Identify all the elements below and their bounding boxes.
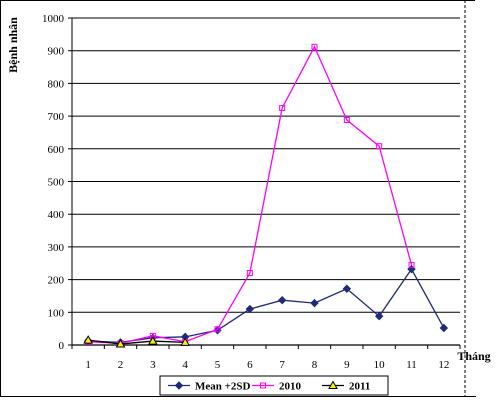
y-tick-label: 600 [48,144,65,156]
y-axis-label: Bệnh nhân [6,17,20,73]
grid-lines [68,17,460,346]
x-tick-labels: 1 2 3 4 5 6 7 8 9 10 11 12 [71,345,461,371]
x-tick-label: 8 [312,359,318,371]
data-point [115,339,126,348]
x-tick-label: 12 [438,359,449,371]
legend: Mean +2SD 2010 2011 [159,375,389,396]
y-tick-labels: 0 100 200 300 400 500 600 700 800 900 1000 [42,13,65,352]
y-tick-label: 700 [48,111,65,123]
x-tick-label: 3 [150,359,156,371]
x-tick-label: 7 [279,359,285,371]
y-tick-label: 0 [59,340,65,352]
y-tick-label: 800 [48,78,65,90]
y-tick-label: 1000 [42,13,65,25]
x-tick-label: 6 [247,359,253,371]
data-point [439,323,449,333]
series-mean-2sd [83,264,449,347]
series-2010 [85,43,415,347]
data-point [343,117,350,124]
series-group [83,43,449,348]
y-tick-label: 900 [48,46,65,58]
legend-item: Mean +2SD [168,381,251,393]
data-point [147,336,158,345]
data-point [277,295,287,305]
data-point [174,381,184,390]
legend-item: 2011 [322,380,370,393]
data-point [328,380,338,389]
y-tick-label: 100 [48,307,65,319]
data-point [214,326,221,333]
data-point [83,335,94,344]
x-tick-label: 4 [182,359,188,371]
legend-label: Mean +2SD [195,381,251,393]
x-tick-label: 9 [344,359,350,371]
data-point [246,270,253,277]
x-axis-label: Tháng [457,349,490,363]
legend-label: 2010 [279,381,302,393]
data-point [310,298,319,308]
x-tick-label: 1 [85,359,91,371]
x-tick-label: 2 [118,359,124,371]
data-point [279,104,286,111]
data-point [376,143,383,150]
x-tick-label: 5 [215,359,221,371]
data-point [180,337,191,346]
data-point [374,312,384,321]
legend-item: 2010 [252,381,302,393]
data-point [245,304,255,314]
series-line [88,45,413,345]
data-point [342,284,352,293]
series-2011 [83,335,191,348]
data-point [311,43,318,50]
series-line [88,339,186,345]
y-tick-label: 400 [48,209,65,221]
y-tick-label: 300 [48,242,65,254]
legend-label: 2011 [349,381,370,393]
series-line [88,267,445,344]
x-tick-label: 10 [374,359,386,371]
x-tick-label: 11 [406,359,417,371]
data-point [408,261,415,268]
data-point [260,382,266,389]
chart-frame [0,0,476,397]
y-tick-label: 500 [48,177,65,189]
y-tick-label: 200 [48,275,65,287]
